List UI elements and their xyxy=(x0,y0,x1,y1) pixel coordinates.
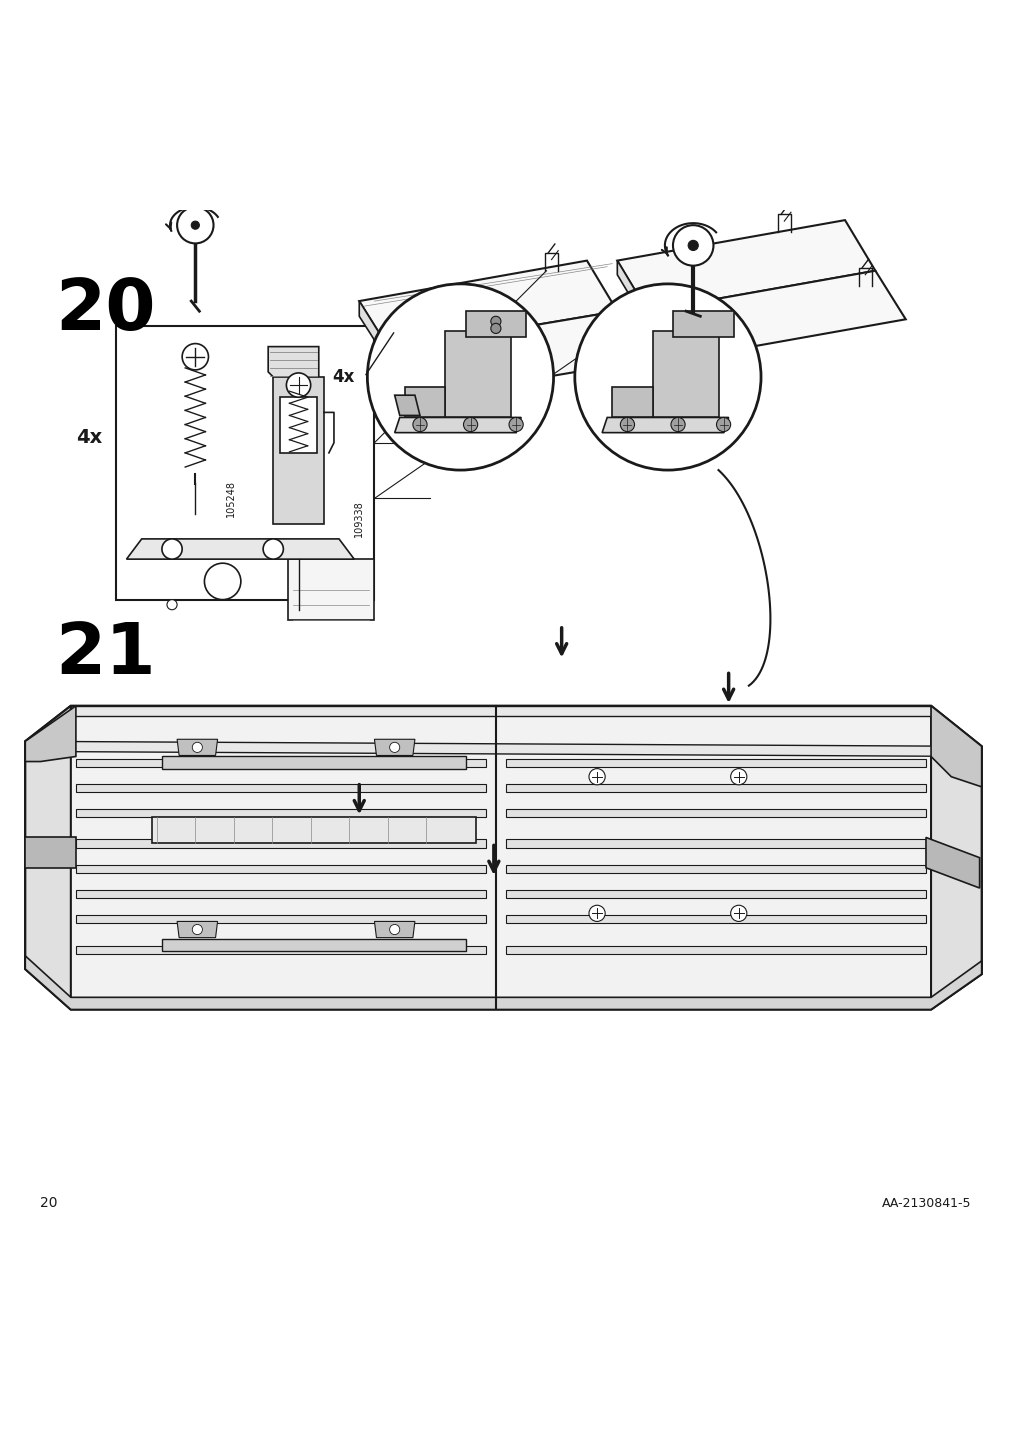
Polygon shape xyxy=(273,377,324,524)
Circle shape xyxy=(162,538,182,558)
Polygon shape xyxy=(25,742,981,756)
Circle shape xyxy=(620,418,634,431)
Polygon shape xyxy=(268,347,318,382)
Polygon shape xyxy=(177,921,217,938)
Polygon shape xyxy=(359,301,389,364)
Text: 105248: 105248 xyxy=(225,480,236,517)
Polygon shape xyxy=(617,221,875,311)
Polygon shape xyxy=(162,938,465,951)
Polygon shape xyxy=(374,921,415,938)
Polygon shape xyxy=(394,395,420,415)
Polygon shape xyxy=(506,783,925,792)
Polygon shape xyxy=(177,739,217,756)
Polygon shape xyxy=(506,915,925,924)
Polygon shape xyxy=(76,945,485,954)
Polygon shape xyxy=(445,331,511,418)
Polygon shape xyxy=(394,418,521,432)
Circle shape xyxy=(192,742,202,752)
Polygon shape xyxy=(930,706,981,1010)
Polygon shape xyxy=(374,739,415,756)
Polygon shape xyxy=(25,955,981,1010)
Polygon shape xyxy=(506,891,925,898)
Text: 20: 20 xyxy=(56,276,156,345)
Circle shape xyxy=(191,221,199,229)
Polygon shape xyxy=(602,418,728,432)
Circle shape xyxy=(730,769,746,785)
Circle shape xyxy=(192,925,202,935)
Circle shape xyxy=(182,344,208,369)
Polygon shape xyxy=(404,387,445,418)
Polygon shape xyxy=(76,891,485,898)
Polygon shape xyxy=(71,706,930,716)
Polygon shape xyxy=(506,945,925,954)
Circle shape xyxy=(574,284,760,470)
Polygon shape xyxy=(76,915,485,924)
Circle shape xyxy=(490,316,500,326)
Circle shape xyxy=(463,418,477,431)
Circle shape xyxy=(389,925,399,935)
Text: AA-2130841-5: AA-2130841-5 xyxy=(882,1197,971,1210)
Circle shape xyxy=(687,241,698,251)
Circle shape xyxy=(412,418,427,431)
Polygon shape xyxy=(672,311,733,337)
Polygon shape xyxy=(652,331,718,418)
Polygon shape xyxy=(288,558,374,620)
Polygon shape xyxy=(162,756,465,769)
Bar xyxy=(116,326,374,600)
Polygon shape xyxy=(925,838,979,888)
Circle shape xyxy=(263,538,283,558)
Polygon shape xyxy=(930,706,981,786)
Polygon shape xyxy=(76,839,485,848)
Polygon shape xyxy=(25,838,76,868)
Circle shape xyxy=(730,905,746,921)
Circle shape xyxy=(588,905,605,921)
Polygon shape xyxy=(76,865,485,874)
Polygon shape xyxy=(25,706,76,762)
Polygon shape xyxy=(506,809,925,818)
Polygon shape xyxy=(647,311,677,374)
Circle shape xyxy=(204,563,241,600)
Polygon shape xyxy=(359,261,617,349)
Polygon shape xyxy=(152,818,475,842)
Text: 21: 21 xyxy=(56,620,156,689)
Polygon shape xyxy=(76,809,485,818)
Polygon shape xyxy=(76,783,485,792)
Polygon shape xyxy=(25,706,71,1010)
Polygon shape xyxy=(647,271,905,359)
Circle shape xyxy=(490,324,500,334)
Polygon shape xyxy=(506,759,925,766)
Circle shape xyxy=(670,418,684,431)
Polygon shape xyxy=(612,387,652,418)
Polygon shape xyxy=(25,706,981,1010)
Polygon shape xyxy=(617,261,647,325)
Text: 4x: 4x xyxy=(76,428,102,447)
Polygon shape xyxy=(126,538,354,558)
Circle shape xyxy=(672,225,713,266)
Circle shape xyxy=(177,208,213,243)
Text: 20: 20 xyxy=(40,1196,58,1210)
Circle shape xyxy=(389,742,399,752)
Text: 4x: 4x xyxy=(332,368,354,387)
Circle shape xyxy=(167,600,177,610)
Circle shape xyxy=(286,372,310,397)
Polygon shape xyxy=(389,311,647,398)
Circle shape xyxy=(716,418,730,431)
Circle shape xyxy=(509,418,523,431)
Polygon shape xyxy=(280,397,316,453)
Polygon shape xyxy=(506,865,925,874)
Circle shape xyxy=(588,769,605,785)
Circle shape xyxy=(367,284,553,470)
Polygon shape xyxy=(506,839,925,848)
Polygon shape xyxy=(76,759,485,766)
Text: 109338: 109338 xyxy=(354,500,364,537)
Polygon shape xyxy=(389,349,420,412)
Polygon shape xyxy=(465,311,526,337)
